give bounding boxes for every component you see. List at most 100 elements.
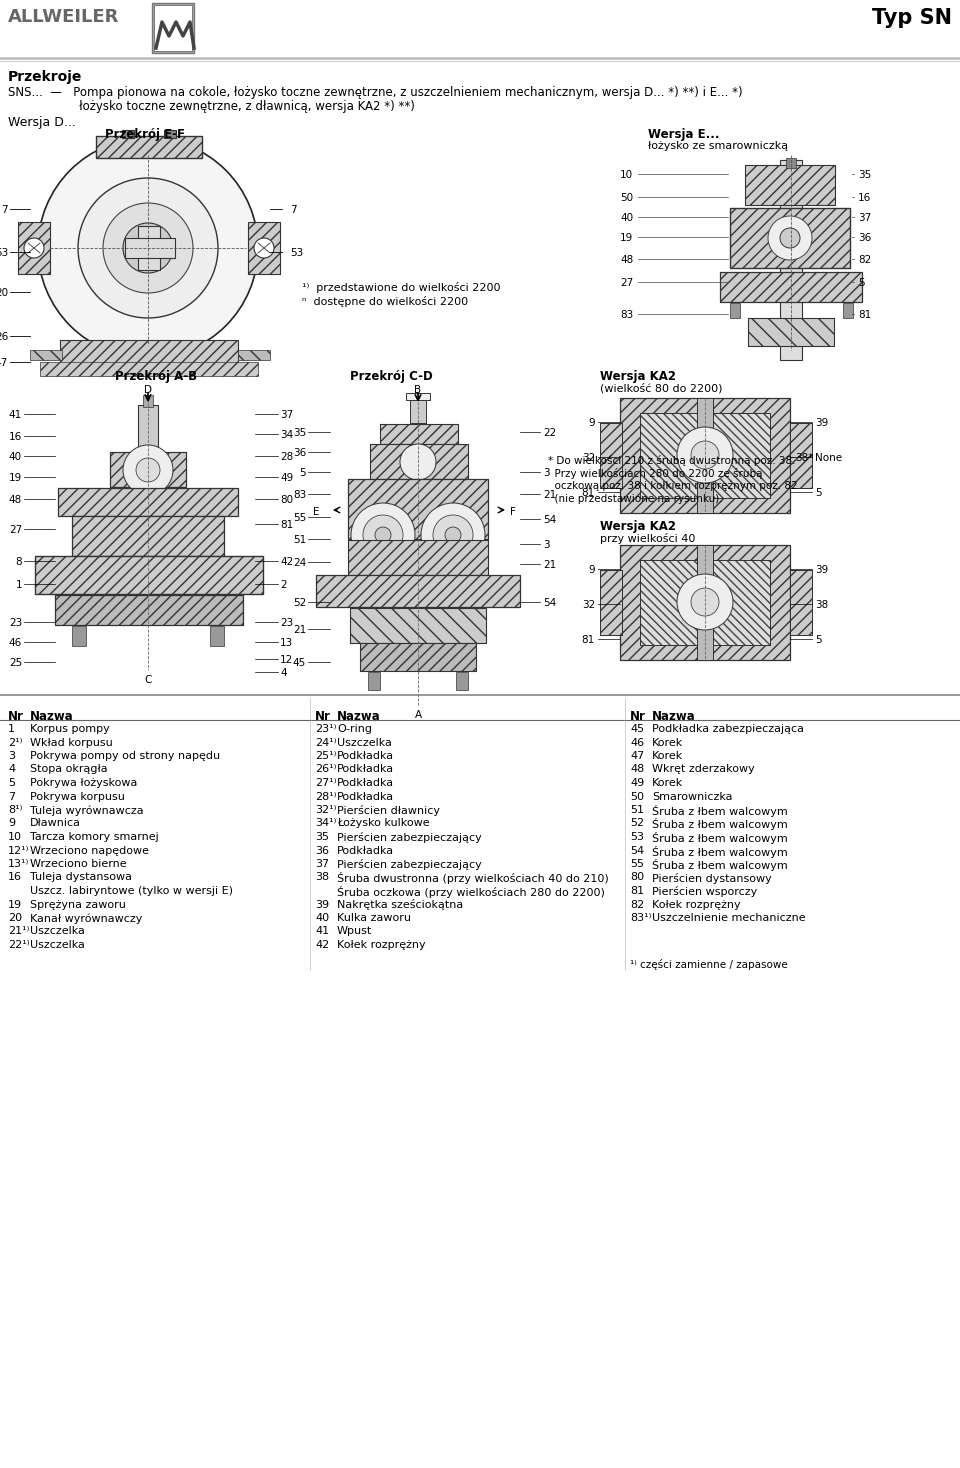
Text: 38: 38 [815,600,828,611]
Text: 5: 5 [815,487,822,498]
Bar [620,545,790,661]
Text: Śruba dwustronna (przy wielkościach 40 do 210): Śruba dwustronna (przy wielkościach 40 d… [337,872,609,885]
Text: 51: 51 [630,804,644,815]
Text: Wersja D...: Wersja D... [8,116,76,129]
Text: 16: 16 [858,192,872,203]
Text: 83¹⁾: 83¹⁾ [630,913,652,923]
Text: 26¹⁾: 26¹⁾ [315,765,336,775]
Text: 82: 82 [630,900,644,910]
Bar [745,164,835,206]
Text: 3: 3 [8,752,15,760]
Text: Smarowniczka: Smarowniczka [652,791,732,802]
Text: Nazwa: Nazwa [30,711,74,724]
Text: Śruba z łbem walcowym: Śruba z łbem walcowym [652,819,788,831]
Bar [640,559,770,644]
Text: 36: 36 [315,846,329,856]
Text: Uszczelka: Uszczelka [30,940,84,950]
Bar [316,575,520,606]
Text: 13¹⁾: 13¹⁾ [8,859,29,869]
Text: 42: 42 [280,556,293,567]
Bar [600,423,622,487]
Text: 50: 50 [620,192,634,203]
Text: Uszcz. labiryntowe (tylko w wersji E): Uszcz. labiryntowe (tylko w wersji E) [30,887,233,895]
Text: 13: 13 [280,639,293,647]
Bar [210,625,224,646]
Text: 12¹⁾: 12¹⁾ [8,846,30,856]
Bar [790,423,812,487]
Text: ALLWEILER: ALLWEILER [8,7,119,26]
Bar [456,672,468,690]
Text: 54: 54 [543,515,556,526]
Bar [348,479,488,539]
Text: 49: 49 [630,778,644,788]
Text: Pokrywa korpusu: Pokrywa korpusu [30,791,125,802]
Bar [368,672,380,690]
Text: 34¹⁾: 34¹⁾ [315,819,336,828]
Text: 38*: 38* [795,454,813,462]
Text: Typ SN: Typ SN [872,7,952,28]
Text: 39: 39 [815,418,828,429]
Circle shape [24,238,44,258]
Text: D: D [144,385,152,395]
Text: 82: 82 [858,255,872,266]
Text: 19: 19 [620,233,634,244]
Text: 36: 36 [858,233,872,244]
Text: 1: 1 [15,580,22,590]
Bar [745,164,835,206]
Text: Śruba z łbem walcowym: Śruba z łbem walcowym [652,804,788,818]
Text: Przekrój C-D: Przekrój C-D [350,370,433,383]
Bar [370,443,468,479]
Text: 27¹⁾: 27¹⁾ [315,778,337,788]
Text: 26: 26 [0,332,8,342]
Text: 37: 37 [280,410,293,420]
Circle shape [123,223,173,273]
Bar [620,545,790,661]
Text: 80: 80 [630,872,644,882]
Bar [96,137,202,159]
Bar [125,238,175,258]
Text: Sprężyna zaworu: Sprężyna zaworu [30,900,126,910]
Text: O-ring: O-ring [337,724,372,734]
Text: 40: 40 [9,452,22,462]
Circle shape [421,504,485,567]
Text: 36: 36 [293,448,306,458]
Text: 9: 9 [588,418,595,429]
Text: 54: 54 [630,846,644,856]
Text: 53: 53 [630,832,644,843]
Text: 28¹⁾: 28¹⁾ [315,791,337,802]
Circle shape [433,515,473,555]
Bar [350,608,486,643]
Text: 81: 81 [280,520,293,530]
Text: Przy wielkościach 280 do 2200 ze śrubą: Przy wielkościach 280 do 2200 ze śrubą [548,468,762,479]
Bar [730,302,740,319]
Bar [370,443,468,479]
Bar [96,137,202,159]
Text: Pierścien wsporczy: Pierścien wsporczy [652,887,757,897]
Bar [110,452,186,487]
Circle shape [677,427,733,483]
Text: 32¹⁾: 32¹⁾ [315,804,336,815]
Bar [748,319,834,346]
Text: 39: 39 [315,900,329,910]
Text: Korek: Korek [652,778,684,788]
Text: 45: 45 [293,658,306,668]
Text: ¹⁾ części zamienne / zapasowe: ¹⁾ części zamienne / zapasowe [630,960,788,970]
Text: 12: 12 [280,655,293,665]
Bar [790,570,812,636]
Bar [60,341,238,366]
Text: 52: 52 [293,597,306,608]
Text: 27: 27 [620,277,634,288]
Text: Śruba oczkowa (przy wielkościach 280 do 2200): Śruba oczkowa (przy wielkościach 280 do … [337,887,605,898]
Text: 53: 53 [290,248,303,258]
Text: Wkład korpusu: Wkład korpusu [30,737,112,747]
Text: 54: 54 [543,597,556,608]
Bar [350,608,486,643]
Text: 5: 5 [300,468,306,479]
Text: Korek: Korek [652,752,684,760]
Text: Nr: Nr [8,711,24,724]
Text: 20: 20 [8,913,22,923]
Text: 23: 23 [280,618,293,628]
Text: 35: 35 [293,429,306,437]
Text: 48: 48 [620,255,634,266]
Text: Wersja E...: Wersja E... [648,128,719,141]
